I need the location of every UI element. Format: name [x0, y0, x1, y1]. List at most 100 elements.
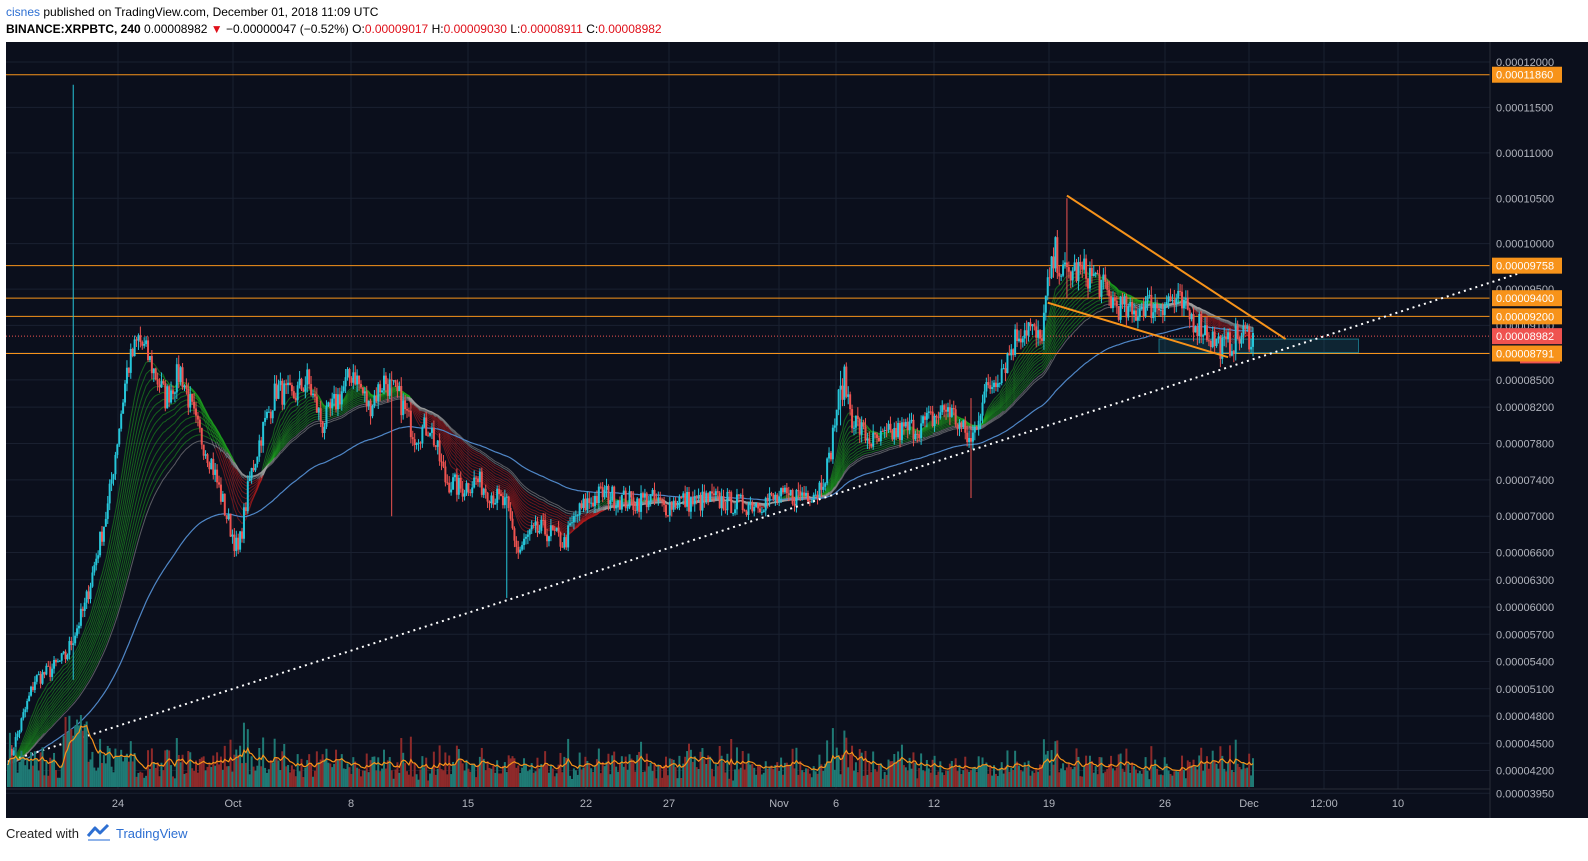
ribbon-segment	[431, 416, 435, 420]
ribbon-segment	[845, 438, 849, 444]
ribbon-segment	[285, 406, 289, 411]
ribbon-segment	[1030, 357, 1033, 361]
ribbon-segment	[283, 425, 287, 430]
ribbon-segment	[40, 715, 43, 720]
ribbon-segment	[840, 460, 843, 465]
ribbon-segment	[840, 437, 843, 444]
ribbon-segment	[84, 634, 88, 641]
ribbon-segment	[45, 706, 49, 710]
ribbon-segment	[1060, 291, 1064, 296]
ribbon-segment	[1216, 322, 1219, 324]
ribbon-segment	[1018, 373, 1022, 377]
ribbon-segment	[441, 426, 444, 430]
ribbon-segment	[1003, 399, 1006, 402]
ribbon-segment	[80, 639, 84, 645]
ribbon-segment	[255, 489, 258, 494]
ribbon-segment	[452, 450, 456, 454]
ribbon-segment	[1051, 320, 1054, 326]
ribbon-segment	[416, 415, 419, 420]
ribbon-segment	[51, 702, 55, 706]
ribbon-segment	[40, 708, 43, 713]
ribbon-segment	[1010, 380, 1014, 384]
ribbon-segment	[143, 397, 147, 404]
ribbon-segment	[1018, 376, 1022, 380]
ribbon-segment	[53, 702, 57, 706]
chart-area[interactable]: 0.00012000 0.00011500 0.00011000 0.00010500…	[0, 42, 1588, 818]
ribbon-segment	[828, 477, 832, 482]
ribbon-segment	[1007, 375, 1010, 380]
ribbon-segment	[987, 411, 991, 415]
ribbon-segment	[137, 428, 141, 437]
ribbon-segment	[260, 473, 264, 479]
ribbon-segment	[26, 738, 30, 743]
ribbon-segment	[472, 468, 475, 471]
ribbon-segment	[521, 516, 525, 520]
ribbon-segment	[1016, 376, 1020, 380]
ribbon-segment	[291, 406, 295, 409]
ribbon-segment	[178, 392, 182, 395]
ribbon-segment	[444, 451, 448, 457]
price-chart[interactable]: 0.000120000.000115000.000110000.00010500…	[0, 42, 1588, 818]
ribbon-segment	[157, 401, 160, 404]
ribbon-segment	[276, 444, 279, 450]
ribbon-segment	[1056, 307, 1060, 312]
ribbon-segment	[418, 409, 421, 413]
ribbon-segment	[924, 428, 928, 431]
ribbon-segment	[195, 397, 199, 401]
ribbon-segment	[496, 478, 500, 481]
ribbon-segment	[531, 514, 534, 516]
ribbon-segment	[139, 455, 143, 463]
ribbon-segment	[38, 696, 42, 700]
ribbon-segment	[55, 697, 59, 701]
ribbon-segment	[1070, 299, 1074, 303]
ribbon-segment	[515, 506, 519, 511]
ribbon-segment	[136, 395, 139, 405]
ribbon-segment	[466, 463, 469, 467]
ribbon-segment	[1007, 393, 1010, 397]
ribbon-segment	[1030, 346, 1033, 350]
symbol-label[interactable]: BINANCE:XRPBTC, 240	[6, 22, 141, 36]
ribbon-segment	[443, 427, 446, 432]
ribbon-segment	[28, 736, 32, 741]
ribbon-segment	[137, 451, 141, 460]
ribbon-segment	[153, 363, 157, 367]
ribbon-segment	[147, 422, 151, 428]
ribbon-segment	[845, 443, 849, 448]
ribbon-segment	[508, 491, 511, 495]
ribbon-segment	[153, 422, 157, 426]
ribbon-segment	[49, 708, 53, 712]
ribbon-segment	[34, 725, 38, 730]
ribbon-segment	[51, 705, 55, 709]
ribbon-segment	[942, 417, 945, 420]
ribbon-segment	[301, 409, 304, 412]
ribbon-segment	[834, 471, 838, 477]
ribbon-segment	[521, 510, 525, 514]
ribbon-segment	[1084, 287, 1087, 290]
ribbon-segment	[464, 462, 467, 465]
ribbon-segment	[220, 457, 224, 463]
ribbon-segment	[512, 494, 515, 498]
ribbon-segment	[141, 403, 145, 410]
ribbon-segment	[86, 649, 90, 654]
ribbon-segment	[510, 495, 513, 499]
ribbon-segment	[456, 463, 460, 466]
ribbon-segment	[134, 444, 138, 454]
ribbon-segment	[454, 449, 458, 454]
ribbon-segment	[22, 734, 26, 740]
ribbon-segment	[441, 442, 444, 447]
ribbon-segment	[36, 705, 40, 711]
ribbon-segment	[38, 711, 42, 716]
ribbon-segment	[444, 432, 448, 437]
ribbon-segment	[289, 396, 293, 399]
ribbon-segment	[65, 678, 68, 681]
ribbon-segment	[1043, 347, 1047, 352]
ribbon-segment	[995, 400, 999, 404]
ribbon-segment	[149, 428, 153, 433]
author-link[interactable]: cisnes	[6, 5, 41, 19]
ribbon-segment	[287, 409, 291, 413]
ribbon-segment	[418, 415, 421, 420]
ribbon-segment	[1010, 388, 1014, 392]
ribbon-segment	[74, 664, 78, 669]
ribbon-segment	[126, 504, 130, 514]
ribbon-segment	[111, 543, 114, 552]
